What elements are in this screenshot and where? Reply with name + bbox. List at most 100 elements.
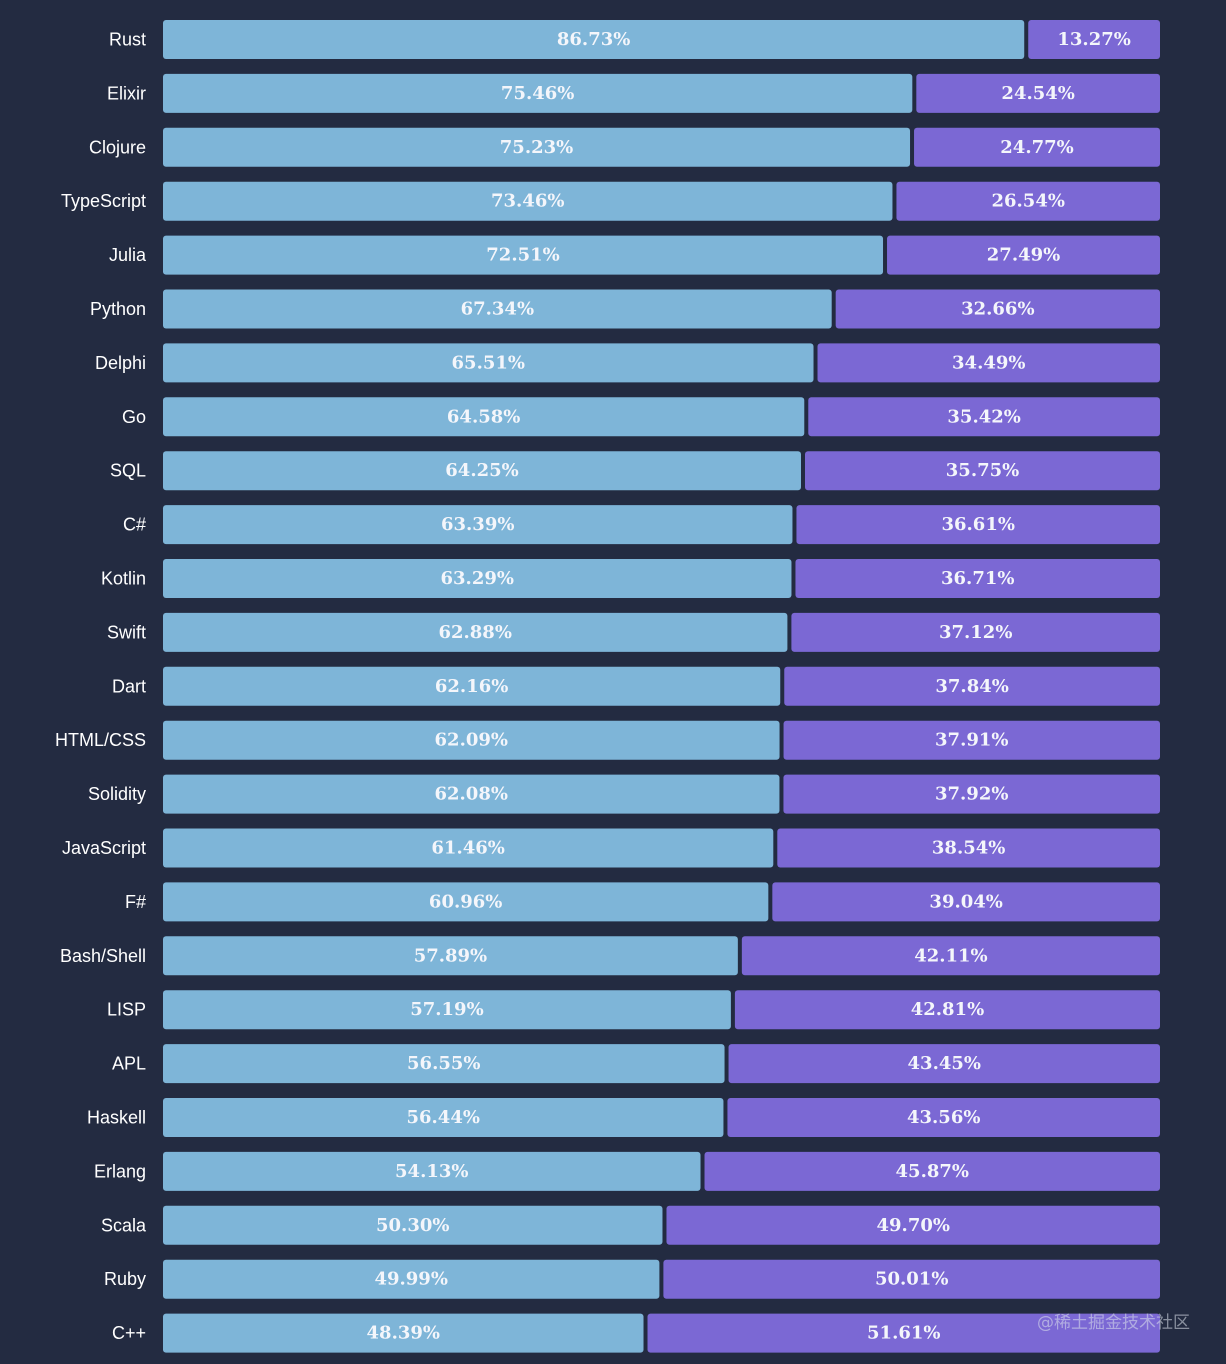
bar-value-label: 54.13% — [395, 1161, 468, 1182]
bar-value-label: 37.91% — [935, 730, 1008, 751]
bar-row: Swift 62.88% 37.12% — [107, 612, 1160, 652]
bar-segment — [163, 1151, 701, 1191]
bar-segment — [835, 289, 1160, 329]
bar-value-label: 26.54% — [991, 191, 1064, 212]
bar-row: Haskell 56.44% 43.56% — [87, 1098, 1160, 1137]
bar-value-label: 57.89% — [414, 945, 487, 966]
category-label: HTML/CSS — [55, 730, 146, 750]
category-label: Julia — [109, 245, 147, 265]
bar-row: Dart 62.16% 37.84% — [112, 666, 1160, 706]
category-label: Ruby — [104, 1269, 146, 1289]
category-label: Kotlin — [101, 569, 146, 589]
category-label: Swift — [107, 622, 146, 642]
bar-value-label: 86.73% — [557, 29, 630, 50]
bar-row: C++ 48.39% 51.61% — [112, 1313, 1160, 1353]
bar-segment — [163, 1313, 644, 1353]
bar-value-label: 56.44% — [406, 1107, 479, 1128]
bar-value-label: 63.39% — [441, 514, 514, 535]
bar-value-label: 73.46% — [491, 191, 564, 212]
bar-segment — [805, 451, 1160, 491]
bar-row: TypeScript 73.46% 26.54% — [61, 181, 1160, 221]
category-label: Go — [122, 407, 146, 427]
bar-segment — [163, 289, 832, 329]
bar-segment — [734, 990, 1160, 1030]
bar-row: Elixir 75.46% 24.54% — [107, 73, 1160, 113]
bar-segment — [666, 1205, 1160, 1245]
bar-value-label: 37.92% — [935, 784, 1008, 805]
category-label: Bash/Shell — [60, 946, 146, 966]
bar-value-label: 72.51% — [486, 245, 559, 266]
bar-segment — [163, 612, 788, 652]
bar-value-label: 35.42% — [947, 406, 1020, 427]
category-label: Dart — [112, 676, 146, 696]
bar-segment — [796, 505, 1160, 545]
bar-value-label: 36.71% — [941, 568, 1014, 589]
bar-row: Bash/Shell 57.89% 42.11% — [60, 936, 1160, 976]
bar-value-label: 45.87% — [896, 1161, 969, 1182]
bar-value-label: 50.01% — [875, 1269, 948, 1290]
bar-value-label: 62.08% — [434, 784, 507, 805]
category-label: TypeScript — [61, 191, 146, 211]
bar-value-label: 65.51% — [452, 352, 525, 373]
bar-row: LISP 57.19% 42.81% — [107, 990, 1160, 1030]
bar-value-label: 67.34% — [461, 299, 534, 320]
bar-row: Ruby 49.99% 50.01% — [104, 1259, 1160, 1299]
category-label: Elixir — [107, 83, 146, 103]
bar-segment — [647, 1313, 1160, 1353]
bar-row: Python 67.34% 32.66% — [90, 289, 1160, 329]
bar-value-label: 42.11% — [914, 945, 987, 966]
category-label: Solidity — [88, 784, 146, 804]
bar-row: APL 56.55% 43.45% — [112, 1044, 1160, 1084]
bar-segment — [728, 1044, 1160, 1084]
bar-value-label: 39.04% — [929, 891, 1002, 912]
bar-row: HTML/CSS 62.09% 37.91% — [55, 720, 1160, 760]
bar-value-label: 42.81% — [911, 999, 984, 1020]
bar-segment — [783, 720, 1160, 760]
bar-value-label: 38.54% — [932, 838, 1005, 859]
category-label: LISP — [107, 1000, 146, 1020]
bar-value-label: 32.66% — [961, 299, 1034, 320]
bar-row: C# 63.39% 36.61% — [123, 505, 1160, 545]
category-label: APL — [112, 1054, 146, 1074]
bar-value-label: 61.46% — [431, 838, 504, 859]
bar-segment — [163, 559, 792, 598]
bar-segment — [163, 397, 805, 437]
bar-segment — [887, 235, 1160, 275]
bar-value-label: 43.45% — [908, 1053, 981, 1074]
bar-segment — [916, 73, 1160, 113]
bar-row: Julia 72.51% 27.49% — [109, 235, 1160, 275]
bar-value-label: 24.77% — [1000, 137, 1073, 158]
bar-segment — [163, 1098, 724, 1137]
bar-value-label: 62.88% — [438, 622, 511, 643]
bar-segment — [791, 612, 1160, 652]
bar-segment — [163, 1205, 663, 1245]
bar-row: Solidity 62.08% 37.92% — [88, 774, 1160, 814]
bar-value-label: 50.30% — [376, 1215, 449, 1236]
bar-row: Delphi 65.51% 34.49% — [95, 343, 1160, 383]
bar-row: Scala 50.30% 49.70% — [101, 1205, 1160, 1245]
bar-row: Rust 86.73% 13.27% — [109, 20, 1160, 59]
bar-segment — [163, 451, 802, 491]
bar-value-label: 36.61% — [941, 514, 1014, 535]
category-label: Delphi — [95, 353, 146, 373]
category-label: Haskell — [87, 1108, 146, 1128]
bar-value-label: 43.56% — [907, 1107, 980, 1128]
bar-segment — [777, 828, 1160, 868]
bar-row: JavaScript 61.46% 38.54% — [62, 828, 1160, 868]
category-label: JavaScript — [62, 838, 146, 858]
bar-segment — [727, 1098, 1160, 1137]
category-label: Scala — [101, 1215, 147, 1235]
bar-segment — [817, 343, 1160, 383]
bar-value-label: 62.16% — [435, 676, 508, 697]
bar-segment — [163, 235, 884, 275]
bar-value-label: 49.99% — [374, 1269, 447, 1290]
bar-segment — [1028, 20, 1160, 59]
category-label: Python — [90, 299, 146, 319]
bar-value-label: 62.09% — [435, 730, 508, 751]
bar-value-label: 64.25% — [445, 460, 518, 481]
bar-segment — [163, 1259, 660, 1299]
bar-segment — [808, 397, 1160, 437]
bar-segment — [772, 882, 1160, 922]
bar-segment — [741, 936, 1160, 976]
